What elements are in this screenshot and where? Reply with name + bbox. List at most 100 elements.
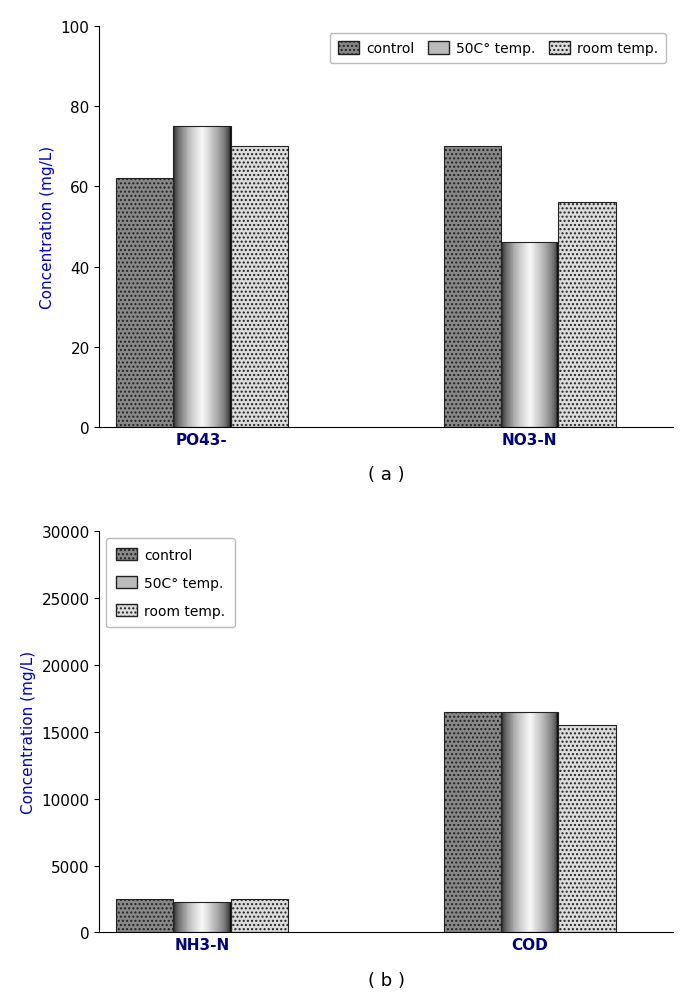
Bar: [219, 902, 220, 933]
Bar: [551, 712, 552, 933]
Bar: [204, 127, 205, 427]
Bar: [519, 712, 520, 933]
Bar: [526, 244, 527, 427]
Bar: [551, 244, 552, 427]
Bar: [534, 712, 536, 933]
Bar: [207, 902, 208, 933]
Bar: [187, 902, 189, 933]
Bar: [215, 127, 217, 427]
Bar: [509, 244, 511, 427]
Bar: [501, 244, 559, 427]
Bar: [201, 127, 202, 427]
Bar: [508, 712, 509, 933]
Bar: [504, 712, 505, 933]
Bar: [534, 244, 536, 427]
Bar: [501, 712, 559, 933]
Bar: [504, 244, 505, 427]
Bar: [212, 127, 214, 427]
Bar: [547, 712, 548, 933]
Bar: [532, 244, 533, 427]
Bar: [222, 127, 223, 427]
Bar: [178, 902, 179, 933]
Bar: [210, 127, 212, 427]
Bar: [527, 712, 528, 933]
Bar: [507, 712, 508, 933]
Bar: [506, 244, 507, 427]
Bar: [203, 902, 204, 933]
Bar: [210, 902, 211, 933]
Bar: [178, 127, 179, 427]
Bar: [224, 127, 225, 427]
Bar: [555, 712, 556, 933]
Bar: [176, 127, 177, 427]
Bar: [228, 902, 230, 933]
Bar: [193, 902, 194, 933]
Bar: [185, 127, 187, 427]
Bar: [198, 902, 199, 933]
Bar: [205, 127, 206, 427]
Bar: [559, 725, 616, 933]
Bar: [536, 244, 538, 427]
Bar: [202, 127, 203, 427]
Bar: [173, 902, 230, 933]
Bar: [221, 902, 222, 933]
Bar: [197, 902, 198, 933]
Bar: [514, 244, 515, 427]
Bar: [523, 712, 524, 933]
Bar: [179, 127, 180, 427]
Bar: [546, 244, 547, 427]
Bar: [528, 712, 529, 933]
Bar: [217, 902, 219, 933]
Bar: [539, 712, 541, 933]
Bar: [514, 244, 516, 427]
Bar: [218, 902, 219, 933]
Bar: [512, 244, 514, 427]
Bar: [521, 244, 523, 427]
Bar: [201, 902, 202, 933]
Bar: [190, 902, 192, 933]
Bar: [204, 902, 205, 933]
Bar: [559, 204, 616, 427]
Bar: [196, 127, 197, 427]
Bar: [531, 712, 532, 933]
Bar: [228, 127, 229, 427]
Bar: [532, 712, 534, 933]
Bar: [215, 902, 217, 933]
Bar: [208, 902, 210, 933]
Bar: [543, 244, 544, 427]
Bar: [219, 127, 220, 427]
Bar: [525, 712, 526, 933]
Bar: [227, 902, 228, 933]
Bar: [205, 127, 207, 427]
Bar: [536, 712, 538, 933]
Y-axis label: Concentration (mg/L): Concentration (mg/L): [40, 145, 56, 309]
Bar: [552, 712, 554, 933]
Bar: [227, 127, 228, 427]
Bar: [179, 902, 180, 933]
Bar: [195, 127, 196, 427]
Bar: [175, 127, 176, 427]
Bar: [223, 127, 224, 427]
Bar: [173, 902, 174, 933]
Bar: [557, 244, 558, 427]
Bar: [224, 902, 225, 933]
Bar: [208, 127, 210, 427]
Bar: [524, 244, 525, 427]
Bar: [177, 127, 178, 427]
Bar: [183, 127, 184, 427]
Bar: [517, 244, 518, 427]
Bar: [192, 127, 194, 427]
Bar: [523, 244, 524, 427]
Bar: [213, 127, 214, 427]
Bar: [208, 127, 209, 427]
Bar: [220, 902, 221, 933]
Bar: [522, 244, 523, 427]
Bar: [516, 712, 518, 933]
Bar: [537, 712, 539, 933]
Bar: [210, 902, 212, 933]
Bar: [210, 127, 211, 427]
Bar: [196, 902, 197, 933]
Text: ( b ): ( b ): [368, 971, 405, 989]
Bar: [505, 244, 506, 427]
Bar: [183, 902, 184, 933]
